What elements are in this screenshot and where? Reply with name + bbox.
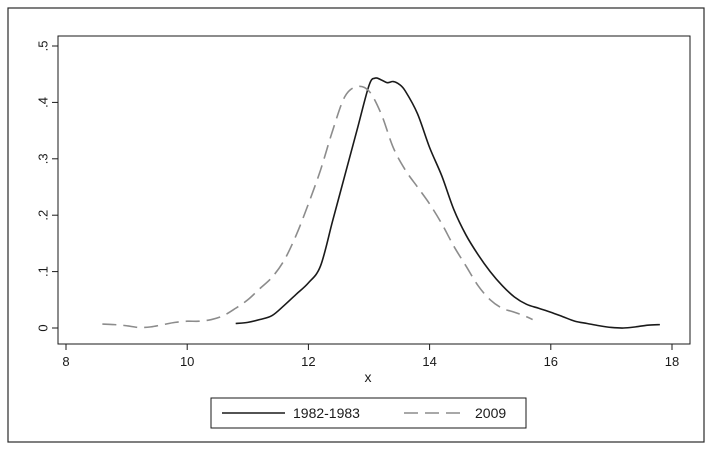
x-tick-label: 10 xyxy=(180,354,194,369)
legend: 1982-1983 2009 xyxy=(210,397,527,429)
x-tick-label: 8 xyxy=(62,354,69,369)
y-tick-label: .1 xyxy=(35,266,50,277)
x-tick-label: 14 xyxy=(422,354,436,369)
y-tick-label: 0 xyxy=(35,324,50,331)
x-axis-label: x xyxy=(365,369,372,385)
plot-area xyxy=(57,35,691,345)
x-tick-label: 18 xyxy=(665,354,679,369)
y-axis: 0 .1 .2 .3 .4 .5 xyxy=(35,41,58,332)
y-tick-label: .2 xyxy=(35,210,50,221)
x-tick-label: 12 xyxy=(301,354,315,369)
series-line-2009 xyxy=(102,85,533,329)
legend-label-1982-1983: 1982-1983 xyxy=(293,405,360,421)
legend-label-2009: 2009 xyxy=(475,405,506,421)
y-tick-label: .4 xyxy=(35,97,50,108)
series-line-1982-1983 xyxy=(235,77,660,329)
y-tick-label: .3 xyxy=(35,153,50,164)
x-axis: 8 10 12 14 16 18 xyxy=(62,344,679,369)
x-tick-label: 16 xyxy=(544,354,558,369)
y-tick-label: .5 xyxy=(35,41,50,52)
series-layer xyxy=(102,77,660,329)
